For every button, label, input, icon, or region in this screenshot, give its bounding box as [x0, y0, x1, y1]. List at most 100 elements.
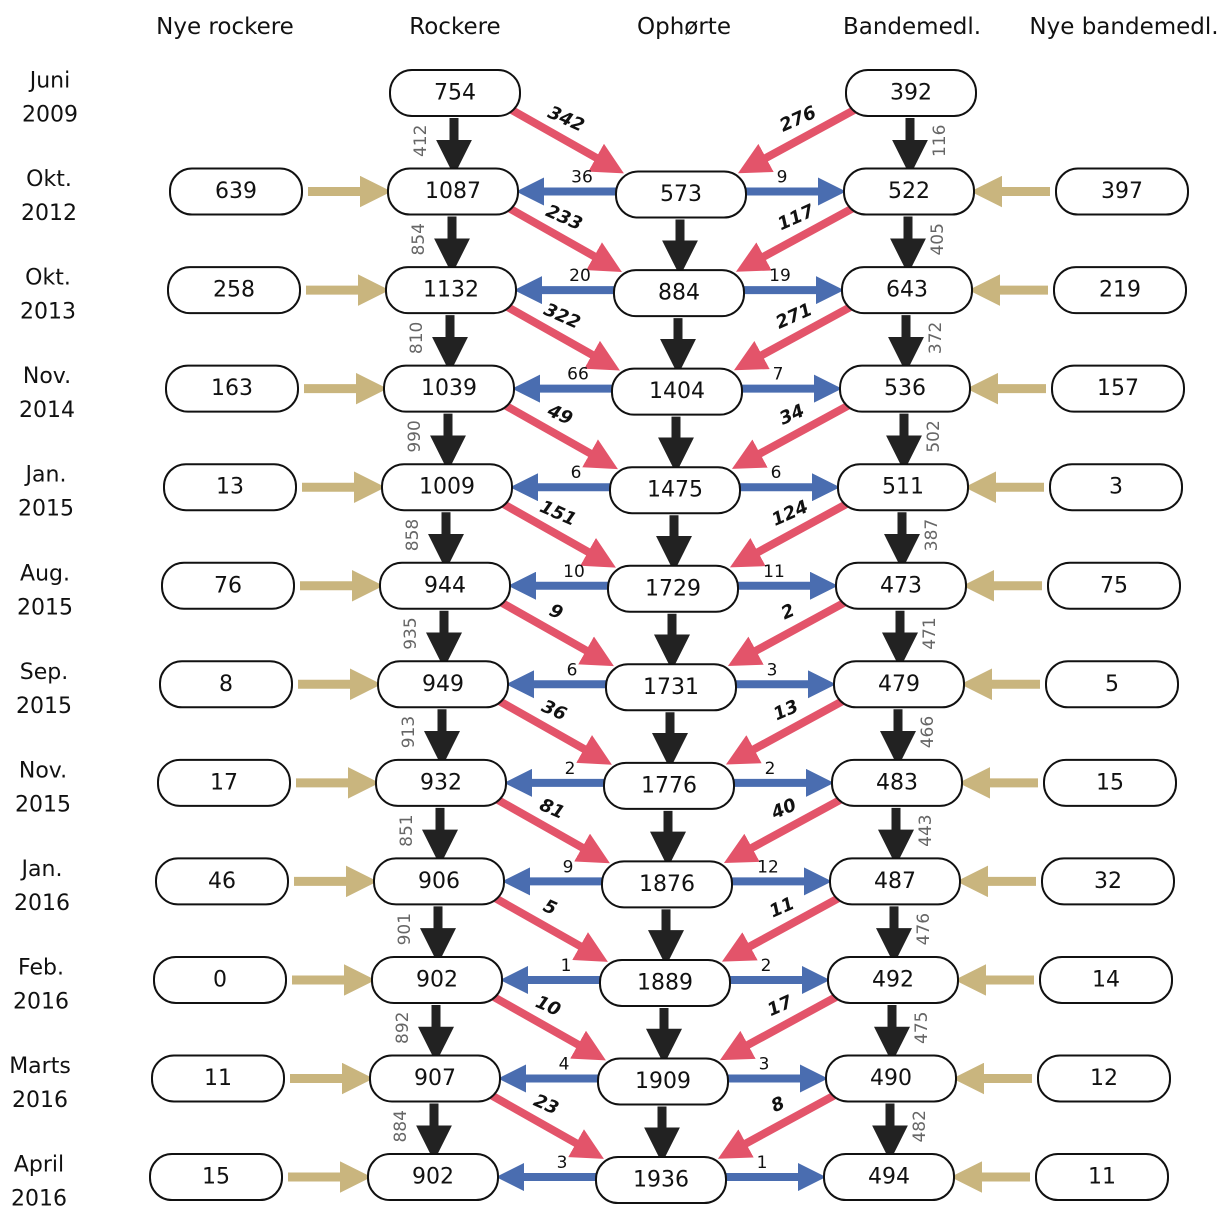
node-rockere-value: 1132	[423, 278, 479, 303]
date-label: Okt.	[25, 266, 71, 291]
node-nye-rockere	[169, 167, 303, 216]
node-nye-rockere-value: 163	[211, 376, 253, 401]
date-label: Aug.	[20, 561, 70, 586]
stay-label-bandemedl: 372	[926, 322, 946, 354]
node-nye-bandemedl-value: 11	[1088, 1165, 1116, 1190]
date-label: 2016	[12, 1088, 68, 1113]
column-header: Nye rockere	[156, 14, 294, 40]
node-nye-bandemedl	[1041, 857, 1175, 906]
node-bandemedl	[837, 463, 969, 512]
node-nye-bandemedl-value: 12	[1090, 1066, 1118, 1091]
node-rockere-value: 902	[416, 967, 458, 992]
node-bandemedl-value: 643	[886, 278, 928, 303]
date-label: 2016	[11, 1187, 67, 1212]
node-nye-rockere	[167, 266, 301, 315]
node-ophorte	[613, 269, 745, 318]
node-ophorte	[609, 466, 741, 515]
node-nye-rockere-value: 8	[219, 672, 233, 697]
stay-label-rockere: 901	[395, 913, 415, 945]
node-nye-rockere-value: 13	[216, 475, 244, 500]
node-rockere-value: 907	[414, 1066, 456, 1091]
exit-arrow-bandemedl	[735, 204, 856, 272]
node-nye-rockere	[165, 364, 299, 413]
node-bandemedl	[823, 1153, 955, 1202]
node-rockere	[379, 561, 511, 610]
node-ophorte-value: 1889	[637, 970, 693, 995]
node-rockere	[373, 857, 505, 906]
node-bandemedl	[841, 266, 973, 315]
date-label: 2015	[16, 694, 72, 719]
node-nye-bandemedl-value: 157	[1097, 376, 1139, 401]
node-rockere-value: 902	[412, 1165, 454, 1190]
node-nye-bandemedl-value: 14	[1092, 967, 1120, 992]
stay-label-bandemedl: 443	[916, 814, 936, 846]
node-ophorte	[595, 1156, 727, 1205]
node-ophorte-value: 1404	[649, 379, 705, 404]
node-ophorte-value: 1936	[633, 1168, 689, 1193]
date-label: 2013	[20, 300, 76, 325]
node-ophorte-value: 573	[660, 182, 702, 207]
node-bandemedl	[829, 857, 961, 906]
node-ophorte	[601, 860, 733, 909]
stay-label-rockere: 935	[401, 617, 421, 649]
node-nye-bandemedl	[1051, 364, 1185, 413]
return-label-bandemedl: 3	[767, 660, 778, 680]
stay-label-rockere: 810	[407, 322, 427, 354]
node-nye-bandemedl	[1047, 561, 1181, 610]
node-nye-rockere-value: 15	[202, 1165, 230, 1190]
node-bandemedl	[839, 364, 971, 413]
node-nye-rockere-value: 0	[213, 967, 227, 992]
nodes-layer	[149, 69, 1189, 1205]
node-ophorte-value: 1475	[647, 478, 703, 503]
node-nye-bandemedl	[1053, 266, 1187, 315]
node-rockere	[377, 660, 509, 709]
stay-label-rockere: 892	[393, 1011, 413, 1043]
stay-label-rockere: 851	[397, 814, 417, 846]
exit-arrow-bandemedl	[733, 302, 854, 371]
date-label: Juni	[28, 69, 71, 94]
node-rockere-value: 754	[434, 81, 476, 106]
exit-label-bandemedl: 34	[776, 400, 807, 429]
node-nye-bandemedl	[1035, 1153, 1169, 1202]
node-ophorte	[607, 564, 739, 613]
column-header: Bandemedl.	[843, 14, 981, 40]
stay-label-bandemedl: 405	[928, 223, 948, 255]
node-nye-rockere-value: 639	[215, 179, 257, 204]
node-nye-rockere-value: 17	[210, 770, 238, 795]
date-label: 2015	[17, 595, 73, 620]
return-label-rockere: 4	[559, 1055, 570, 1075]
stay-label-bandemedl: 476	[914, 913, 934, 945]
stay-label-rockere: 913	[399, 716, 419, 748]
return-label-bandemedl: 2	[761, 956, 772, 976]
exit-label-bandemedl: 17	[764, 991, 796, 1021]
exit-label-rockere: 36	[538, 696, 569, 725]
return-label-bandemedl: 1	[757, 1153, 768, 1173]
node-ophorte-value: 1776	[641, 773, 697, 798]
exit-arrow-rockere	[488, 1091, 604, 1159]
return-label-bandemedl: 3	[759, 1055, 770, 1075]
node-nye-bandemedl	[1049, 463, 1183, 512]
node-rockere	[385, 266, 517, 315]
stay-label-rockere: 990	[405, 420, 425, 452]
exit-label-bandemedl: 2	[778, 600, 798, 624]
return-label-rockere: 3	[557, 1153, 568, 1173]
node-ophorte	[611, 367, 743, 416]
node-nye-bandemedl-value: 219	[1099, 278, 1141, 303]
node-ophorte-value: 1729	[645, 576, 701, 601]
node-ophorte	[603, 761, 735, 810]
date-label: April	[14, 1153, 64, 1178]
exit-label-rockere: 5	[540, 896, 560, 920]
stay-label-rockere: 884	[391, 1110, 411, 1142]
node-rockere	[367, 1153, 499, 1202]
column-header: Rockere	[409, 14, 500, 40]
exit-arrow-rockere	[500, 499, 616, 568]
stay-label-rockere: 858	[403, 519, 423, 551]
node-bandemedl-value: 487	[874, 869, 916, 894]
node-nye-bandemedl-value: 5	[1105, 672, 1119, 697]
exit-arrow-bandemedl	[729, 499, 850, 568]
node-ophorte	[597, 1057, 729, 1106]
node-bandemedl-value: 490	[870, 1066, 912, 1091]
node-ophorte-value: 1731	[643, 675, 699, 700]
date-label: Jan.	[20, 857, 63, 882]
node-rockere	[381, 463, 513, 512]
